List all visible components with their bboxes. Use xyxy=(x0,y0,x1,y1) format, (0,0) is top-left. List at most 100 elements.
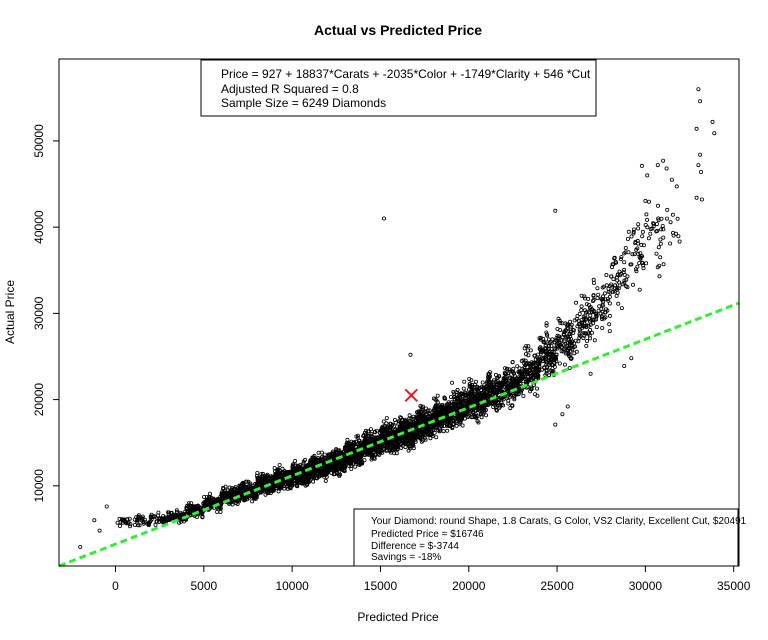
data-point xyxy=(425,408,430,413)
outlier-point xyxy=(699,197,704,202)
data-point xyxy=(486,393,491,398)
data-point xyxy=(596,308,601,313)
equation-line: Price = 927 + 18837*Carats + -2035*Color… xyxy=(221,67,591,81)
outlier-point xyxy=(710,119,715,124)
data-point xyxy=(636,226,641,231)
data-point xyxy=(379,448,384,453)
data-point xyxy=(473,379,478,384)
outlier-point xyxy=(104,504,109,509)
data-point xyxy=(469,395,474,400)
data-point xyxy=(565,344,570,349)
data-point xyxy=(499,384,504,389)
data-point xyxy=(266,476,271,481)
data-point xyxy=(533,392,538,397)
data-point xyxy=(583,296,588,301)
data-point xyxy=(632,252,637,257)
data-point xyxy=(472,393,477,398)
data-point xyxy=(656,216,661,221)
data-point xyxy=(677,239,682,244)
data-point xyxy=(472,399,477,404)
data-point xyxy=(136,516,141,521)
equation-box: Price = 927 + 18837*Carats + -2035*Color… xyxy=(200,59,597,117)
data-point xyxy=(355,442,360,447)
data-point xyxy=(626,229,631,234)
data-point xyxy=(512,395,517,400)
data-point xyxy=(449,400,454,405)
data-point xyxy=(537,368,542,373)
data-point xyxy=(555,339,560,344)
data-point xyxy=(223,484,228,489)
data-point xyxy=(541,339,546,344)
data-point xyxy=(353,464,358,469)
data-point xyxy=(332,468,337,473)
data-point xyxy=(394,451,399,456)
data-point xyxy=(676,234,681,239)
data-point xyxy=(370,438,375,443)
outlier-point xyxy=(553,422,558,427)
data-point xyxy=(388,447,393,452)
data-point xyxy=(561,349,566,354)
data-point xyxy=(308,460,313,465)
outlier-point xyxy=(92,518,97,523)
data-point xyxy=(574,300,579,305)
data-point xyxy=(125,521,130,526)
data-point xyxy=(577,335,582,340)
outlier-point xyxy=(698,99,703,104)
data-point xyxy=(611,277,616,282)
data-point xyxy=(506,371,511,376)
data-point xyxy=(538,335,543,340)
data-point xyxy=(418,433,423,438)
outlier-point xyxy=(560,412,565,417)
data-point xyxy=(451,389,456,394)
data-point xyxy=(162,517,167,522)
data-point xyxy=(299,467,304,472)
data-point xyxy=(335,452,340,457)
data-point xyxy=(444,408,449,413)
data-point xyxy=(421,432,426,437)
data-point xyxy=(439,412,444,417)
data-point xyxy=(392,417,397,422)
data-point xyxy=(510,369,515,374)
data-point xyxy=(514,391,519,396)
data-point xyxy=(641,243,646,248)
data-point xyxy=(602,297,607,302)
data-point xyxy=(478,387,483,392)
data-point xyxy=(323,478,328,483)
data-point xyxy=(600,325,605,330)
data-point xyxy=(553,357,558,362)
data-point xyxy=(140,516,145,521)
outlier-point xyxy=(622,363,627,368)
data-point xyxy=(612,255,617,260)
y-tick-label: 50000 xyxy=(32,124,46,158)
data-point xyxy=(462,379,467,384)
data-point xyxy=(631,229,636,234)
data-point xyxy=(659,216,664,221)
data-point xyxy=(659,227,664,232)
data-point xyxy=(622,267,627,272)
data-point xyxy=(459,412,464,417)
data-point xyxy=(463,411,468,416)
data-point xyxy=(158,516,163,521)
data-point xyxy=(504,366,509,371)
data-point xyxy=(476,420,481,425)
data-point xyxy=(568,319,573,324)
data-point xyxy=(290,472,295,477)
data-point xyxy=(321,457,326,462)
data-point xyxy=(396,439,401,444)
data-point xyxy=(640,229,645,234)
data-point xyxy=(591,277,596,282)
data-point xyxy=(665,216,670,221)
data-point xyxy=(606,298,611,303)
data-point xyxy=(493,372,498,377)
data-point xyxy=(365,429,370,434)
data-point xyxy=(185,503,190,508)
data-point xyxy=(609,282,614,287)
data-point xyxy=(491,385,496,390)
data-point xyxy=(510,377,515,382)
data-point xyxy=(592,338,597,343)
data-point xyxy=(413,435,418,440)
data-point xyxy=(547,358,552,363)
data-point xyxy=(363,446,368,451)
data-point xyxy=(418,409,423,414)
diamond-info-box: Your Diamond: round Shape, 1.8 Carats, G… xyxy=(353,508,747,567)
